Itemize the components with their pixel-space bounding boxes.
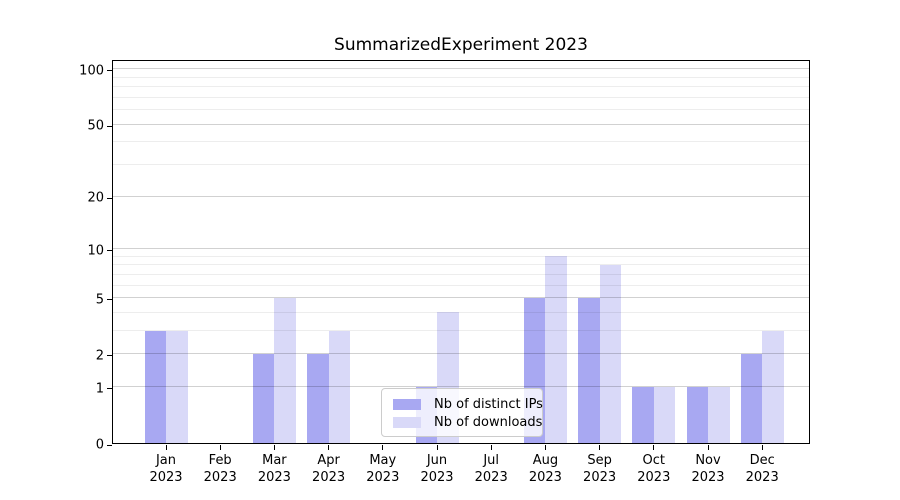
x-tick-label-apr: Apr 2023 xyxy=(312,453,346,485)
x-tick-mark-jun xyxy=(436,445,438,450)
y-tick-mark-10 xyxy=(107,250,112,251)
y-tick-label-100: 100 xyxy=(79,63,104,79)
bar-distinct-ips-jan xyxy=(144,330,166,443)
x-tick-label-jan: Jan 2023 xyxy=(149,453,183,485)
x-tick-label-jul: Jul 2023 xyxy=(474,453,508,485)
bar-downloads-nov xyxy=(708,386,730,443)
chart-title: SummarizedExperiment 2023 xyxy=(334,35,588,55)
bar-distinct-ips-dec xyxy=(740,353,763,443)
y-tick-label-5: 5 xyxy=(95,292,104,308)
y-tick-label-2: 2 xyxy=(95,348,104,364)
y-tick-mark-100 xyxy=(107,70,112,72)
bar-distinct-ips-oct xyxy=(632,386,654,443)
bar-downloads-oct xyxy=(653,386,676,443)
x-tick-label-dec: Dec 2023 xyxy=(745,453,779,485)
bar-distinct-ips-sep xyxy=(578,297,600,443)
x-tick-label-mar: Mar 2023 xyxy=(257,453,291,485)
y-tick-label-1: 1 xyxy=(95,381,104,397)
bar-downloads-apr xyxy=(328,330,351,443)
bar-distinct-ips-nov xyxy=(686,386,708,443)
plot-area xyxy=(112,60,810,444)
x-tick-mark-oct xyxy=(653,445,655,450)
bars-layer xyxy=(113,61,809,443)
y-tick-label-50: 50 xyxy=(87,118,104,134)
bar-distinct-ips-mar xyxy=(252,353,275,443)
legend-item-distinct-ips: Nb of distinct IPs xyxy=(393,396,543,412)
x-tick-label-may: May 2023 xyxy=(366,453,400,485)
x-tick-label-jun: Jun 2023 xyxy=(420,453,454,485)
bar-downloads-mar xyxy=(274,297,296,443)
legend-label-distinct-ips: Nb of distinct IPs xyxy=(434,396,543,412)
x-tick-mark-nov xyxy=(707,445,709,450)
legend-item-downloads: Nb of downloads xyxy=(393,414,542,430)
y-tick-mark-20 xyxy=(107,197,112,199)
y-tick-mark-0 xyxy=(107,444,112,446)
x-tick-label-aug: Aug 2023 xyxy=(528,453,562,485)
legend: Nb of distinct IPs Nb of downloads xyxy=(381,388,543,437)
y-tick-mark-1 xyxy=(107,388,112,390)
x-tick-label-sep: Sep 2023 xyxy=(583,453,617,485)
x-tick-label-oct: Oct 2023 xyxy=(637,453,671,485)
x-tick-mark-dec xyxy=(761,445,763,450)
y-tick-label-10: 10 xyxy=(87,243,104,258)
bar-downloads-dec xyxy=(762,330,784,443)
x-tick-mark-mar xyxy=(273,445,275,450)
x-tick-label-nov: Nov 2023 xyxy=(691,453,725,485)
bar-downloads-sep xyxy=(599,264,622,443)
x-tick-mark-may xyxy=(382,445,384,450)
y-tick-mark-5 xyxy=(107,299,112,301)
x-tick-mark-feb xyxy=(219,445,221,450)
y-tick-mark-50 xyxy=(107,125,112,127)
y-tick-label-0: 0 xyxy=(95,437,104,453)
bar-downloads-jan xyxy=(166,330,188,443)
y-tick-mark-2 xyxy=(107,355,112,357)
legend-label-downloads: Nb of downloads xyxy=(434,414,543,430)
x-tick-mark-jan xyxy=(165,445,167,450)
x-tick-mark-aug xyxy=(544,445,546,450)
y-tick-label-20: 20 xyxy=(87,190,104,206)
x-tick-label-feb: Feb 2023 xyxy=(203,453,237,485)
x-tick-mark-jul xyxy=(490,445,492,450)
x-tick-mark-sep xyxy=(599,445,601,450)
legend-swatch-downloads xyxy=(393,416,421,428)
bar-downloads-aug xyxy=(545,256,567,443)
legend-swatch-distinct-ips xyxy=(393,398,421,410)
x-tick-mark-apr xyxy=(328,445,330,450)
bar-distinct-ips-apr xyxy=(307,353,329,443)
